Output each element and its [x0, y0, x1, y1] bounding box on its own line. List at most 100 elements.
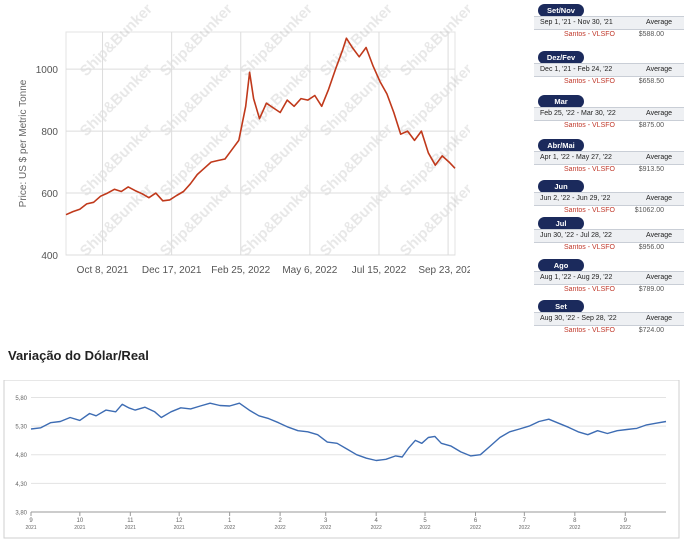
date-range: Aug 1, '22 - Aug 29, '22 [540, 274, 613, 281]
x-tick-year: 2022 [419, 525, 430, 531]
period-badge: Jun [538, 180, 584, 193]
period-badge: Dez/Fev [538, 51, 584, 64]
price-card: Dez/Fev Dec 1, '21 - Feb 24, '22 Average… [534, 51, 684, 89]
price-card: Jun Jun 2, '22 - Jun 29, '22 Average San… [534, 180, 684, 218]
x-tick-label: 5 [423, 518, 427, 524]
x-tick-year: 2022 [470, 525, 481, 531]
y-tick-label: 1000 [36, 65, 59, 76]
x-tick-label: 4 [375, 518, 379, 524]
x-tick-year: 2021 [25, 525, 36, 531]
y-tick-label: 4,80 [15, 453, 27, 459]
average-label: Average [646, 195, 672, 202]
x-tick-label: 6 [474, 518, 478, 524]
x-tick-year: 2022 [224, 525, 235, 531]
average-label: Average [646, 154, 672, 161]
x-tick-label: 10 [77, 518, 84, 524]
x-tick-label: Feb 25, 2022 [211, 265, 270, 276]
date-range: Jun 2, '22 - Jun 29, '22 [540, 195, 611, 202]
y-tick-label: 3,80 [15, 511, 27, 517]
x-tick-year: 2021 [74, 525, 85, 531]
average-price: $913.50 [638, 166, 664, 173]
period-badge: Set/Nov [538, 4, 584, 17]
x-tick-year: 2021 [125, 525, 136, 531]
x-tick-label: Oct 8, 2021 [77, 265, 129, 276]
date-range: Apr 1, '22 - May 27, '22 [540, 154, 612, 161]
date-range: Jun 30, '22 - Jul 28, '22 [540, 232, 612, 239]
fx-chart-title: Variação do Dólar/Real [8, 348, 149, 363]
average-price: $588.00 [638, 31, 664, 38]
price-card: Ago Aug 1, '22 - Aug 29, '22 Average San… [534, 259, 684, 297]
average-price: $875.00 [638, 122, 664, 129]
price-series-line [65, 37, 456, 216]
x-tick-label: Sep 23, 2022 [418, 265, 470, 276]
price-card: Abr/Mai Apr 1, '22 - May 27, '22 Average… [534, 139, 684, 177]
y-tick-label: 800 [41, 127, 58, 138]
x-tick-year: 2022 [569, 525, 580, 531]
x-tick-label: 9 [29, 518, 33, 524]
port-label: Santos - VLSFO [564, 166, 615, 173]
period-row: Sep 1, '21 - Nov 30, '21 Average [534, 16, 684, 30]
average-price: $724.00 [638, 327, 664, 334]
x-tick-year: 2022 [519, 525, 530, 531]
y-tick-label: 5,80 [15, 396, 27, 402]
period-row: Jun 2, '22 - Jun 29, '22 Average [534, 192, 684, 206]
port-label: Santos - VLSFO [564, 207, 615, 214]
y-axis-label: Price: US $ per Metric Tonne [18, 79, 29, 207]
y-tick-label: 600 [41, 189, 58, 200]
average-label: Average [646, 232, 672, 239]
port-label: Santos - VLSFO [564, 327, 615, 334]
period-row: Aug 1, '22 - Aug 29, '22 Average [534, 271, 684, 285]
price-card: Jul Jun 30, '22 - Jul 28, '22 Average Sa… [534, 217, 684, 255]
x-tick-label: Jul 15, 2022 [352, 265, 407, 276]
x-tick-label: 8 [573, 518, 577, 524]
fx-chart-frame [3, 380, 680, 539]
x-tick-year: 2022 [320, 525, 331, 531]
period-badge: Jul [538, 217, 584, 230]
fuel-price-chart: Ship&Bunker Ship&Bunker Ship&Bunker Ship&Bu… [18, 1, 470, 276]
x-tick-year: 2022 [620, 525, 631, 531]
x-tick-label: 7 [523, 518, 527, 524]
period-row: Feb 25, '22 - Mar 30, '22 Average [534, 107, 684, 121]
fx-series-line [30, 402, 667, 462]
average-price: $658.50 [638, 78, 664, 85]
average-price: $1062.00 [634, 207, 664, 214]
x-tick-label: 9 [624, 518, 628, 524]
port-label: Santos - VLSFO [564, 244, 615, 251]
x-tick-label: Dec 17, 2021 [142, 265, 202, 276]
period-row: Dec 1, '21 - Feb 24, '22 Average [534, 63, 684, 77]
period-badge: Mar [538, 95, 584, 108]
y-tick-label: 400 [41, 251, 58, 262]
price-card: Set Aug 30, '22 - Sep 28, '22 Average Sa… [534, 300, 684, 338]
x-tick-label: 2 [278, 518, 282, 524]
x-tick-label: 11 [127, 518, 134, 524]
x-tick-label: May 6, 2022 [282, 265, 337, 276]
port-label: Santos - VLSFO [564, 31, 615, 38]
x-tick-year: 2022 [371, 525, 382, 531]
average-price: $789.00 [638, 286, 664, 293]
period-row: Jun 30, '22 - Jul 28, '22 Average [534, 229, 684, 243]
period-row: Aug 30, '22 - Sep 28, '22 Average [534, 312, 684, 326]
period-badge: Ago [538, 259, 584, 272]
date-range: Aug 30, '22 - Sep 28, '22 [540, 315, 617, 322]
date-range: Sep 1, '21 - Nov 30, '21 [540, 19, 613, 26]
average-label: Average [646, 110, 672, 117]
price-card: Mar Feb 25, '22 - Mar 30, '22 Average Sa… [534, 95, 684, 133]
average-label: Average [646, 274, 672, 281]
period-badge: Abr/Mai [538, 139, 584, 152]
price-card: Set/Nov Sep 1, '21 - Nov 30, '21 Average… [534, 4, 684, 42]
average-label: Average [646, 66, 672, 73]
date-range: Dec 1, '21 - Feb 24, '22 [540, 66, 613, 73]
x-tick-label: 12 [176, 518, 183, 524]
y-tick-label: 5,30 [15, 425, 27, 431]
port-label: Santos - VLSFO [564, 78, 615, 85]
date-range: Feb 25, '22 - Mar 30, '22 [540, 110, 616, 117]
average-price: $956.00 [638, 244, 664, 251]
average-label: Average [646, 315, 672, 322]
period-badge: Set [538, 300, 584, 313]
fx-rate-chart: 3,804,304,805,305,8092021102021112021122… [3, 380, 680, 539]
x-tick-label: 3 [324, 518, 328, 524]
period-row: Apr 1, '22 - May 27, '22 Average [534, 151, 684, 165]
port-label: Santos - VLSFO [564, 286, 615, 293]
y-tick-label: 4,30 [15, 482, 27, 488]
x-tick-label: 1 [228, 518, 232, 524]
